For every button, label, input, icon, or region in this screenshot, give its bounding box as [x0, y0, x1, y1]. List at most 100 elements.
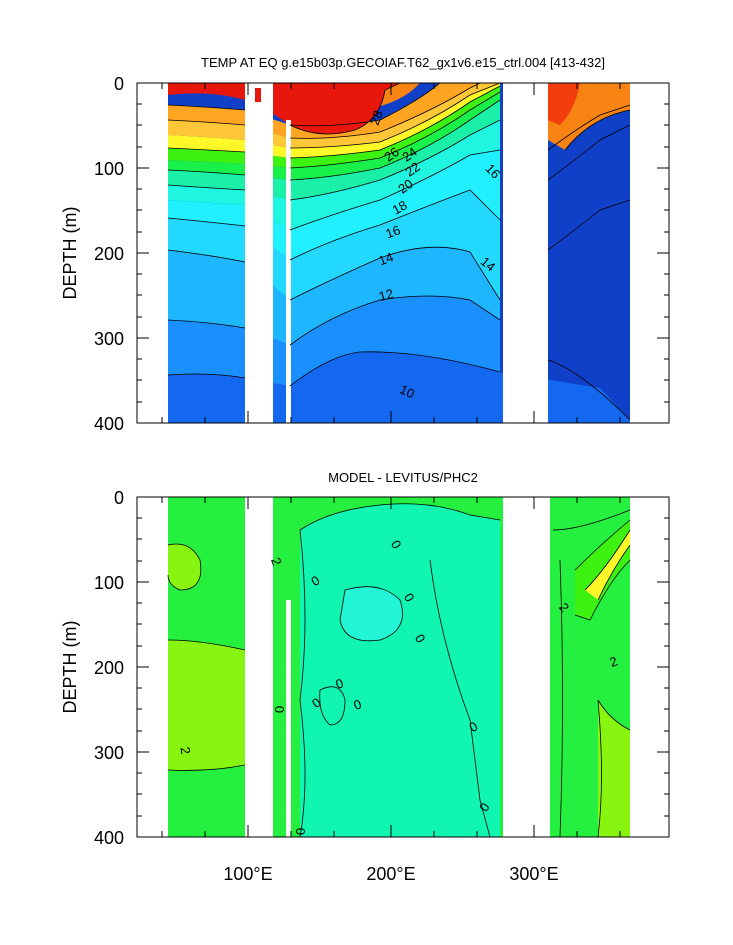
bottom-contour-line	[429, 559, 491, 837]
bottom-contour-line	[597, 544, 631, 601]
top-contour-line	[167, 147, 246, 153]
top-contour-line	[564, 109, 631, 151]
top-contour-line	[547, 359, 631, 421]
top-y-ticks	[137, 82, 669, 424]
bottom-x-tick-label: 200°E	[366, 864, 415, 884]
top-layer-cyan	[168, 190, 500, 300]
bottom-heatmap-fill	[137, 497, 669, 837]
bottom-contour-line	[167, 639, 246, 651]
top-contour-line	[289, 246, 501, 301]
bottom-layer-aqua	[300, 503, 500, 837]
top-y-tick-label: 100	[94, 159, 124, 179]
bottom-x-tick-label: 100°E	[223, 864, 272, 884]
bottom-contour-line	[167, 764, 246, 771]
top-contour-label: 28	[367, 108, 386, 127]
bottom-x-ticks	[161, 497, 621, 837]
top-land-mask-2	[286, 120, 291, 423]
bottom-y-tick-label: 300	[94, 743, 124, 763]
bottom-layer-lime-nw	[168, 544, 201, 590]
bottom-contour-line	[319, 686, 346, 726]
top-contour-label: 18	[390, 197, 410, 217]
top-layer-east-hot	[548, 83, 580, 125]
top-contour-line	[547, 124, 631, 181]
top-y-axis-label: DEPTH (m)	[60, 207, 80, 300]
top-contour-line	[167, 104, 246, 111]
top-contour-line	[167, 373, 246, 379]
top-contour-label: 14	[377, 249, 396, 268]
top-contour-label: 26	[381, 144, 401, 165]
top-y-tick-label: 0	[114, 74, 124, 94]
top-contour-label: 10	[398, 382, 417, 402]
top-contour-line	[167, 119, 246, 126]
top-contour-line	[167, 184, 246, 191]
bottom-layer-cyan-patch	[340, 586, 403, 641]
top-contour-line	[167, 319, 246, 329]
bottom-x-tick-label: 300°E	[509, 864, 558, 884]
top-panel-title: TEMP AT EQ g.e15b03p.GECOIAF.T62_gx1v6.e…	[201, 55, 605, 70]
top-contour-line	[289, 99, 501, 181]
top-y-tick-label: 400	[94, 414, 124, 434]
bottom-contour-label: 2	[608, 653, 620, 670]
bottom-contour-label: 0	[352, 696, 364, 713]
bottom-layer-lime-east	[598, 700, 630, 837]
top-contour-line	[289, 149, 501, 231]
top-layer-green	[168, 100, 500, 200]
bottom-contour-line	[339, 586, 403, 642]
bottom-contour-line	[597, 699, 602, 837]
bottom-contour-line	[559, 559, 563, 837]
bottom-y-tick-label: 200	[94, 658, 124, 678]
top-land-mask-1	[245, 83, 273, 423]
bottom-contour-line	[574, 559, 631, 621]
top-contour-line	[167, 169, 246, 176]
bottom-panel: MODEL - LEVITUS/PHC2	[60, 470, 670, 884]
bottom-contour-line	[167, 543, 202, 591]
top-contour-line	[547, 199, 631, 251]
bottom-contour-label: 0	[293, 828, 308, 835]
top-layer-bright-green	[168, 92, 500, 180]
top-layer-yellow	[168, 86, 500, 168]
top-contour-label: 22	[402, 159, 422, 180]
top-layer-aqua	[168, 150, 500, 260]
bottom-contour-label: 2	[177, 746, 193, 756]
top-contour-line	[167, 249, 246, 263]
top-contour-line	[289, 83, 441, 127]
bottom-contour-line	[574, 519, 631, 571]
top-contour-label: 12	[377, 286, 395, 304]
top-contour-label: 20	[395, 176, 415, 197]
top-contour-line	[547, 104, 631, 151]
bottom-x-tick-labels: 100°E 200°E 300°E	[223, 864, 558, 884]
bottom-land-mask-3	[503, 497, 550, 837]
bottom-land-mask-2	[286, 600, 291, 837]
top-contour-line	[289, 83, 501, 149]
top-contour-line	[289, 83, 481, 139]
top-y-tick-labels: 0 100 200 300 400	[94, 74, 124, 434]
bottom-contour-label: 0	[334, 675, 346, 692]
bottom-contour-line	[299, 529, 306, 837]
top-contour-line	[289, 295, 501, 346]
top-layer-red	[168, 83, 400, 134]
bottom-contour-line	[299, 503, 501, 531]
bottom-y-tick-label: 100	[94, 573, 124, 593]
bottom-contour-line	[552, 509, 631, 531]
bottom-panel-title: MODEL - LEVITUS/PHC2	[328, 470, 478, 485]
top-contour-lines	[167, 83, 631, 421]
top-y-tick-label: 300	[94, 329, 124, 349]
top-contour-line	[167, 217, 246, 227]
top-contour-label: 16	[384, 222, 403, 241]
bottom-y-tick-label: 400	[94, 828, 124, 848]
top-contour-line	[289, 91, 501, 169]
bottom-contour-label: 0	[272, 706, 287, 713]
bottom-contour-label: 2	[268, 556, 285, 568]
top-contour-label: 24	[399, 144, 419, 165]
bottom-layer-lime-west	[168, 640, 245, 771]
top-contour-line	[289, 85, 501, 159]
bottom-y-ticks	[137, 496, 669, 838]
top-layer-yellow-orange	[168, 83, 500, 158]
top-small-red-patch	[255, 88, 261, 102]
top-x-ticks	[161, 83, 621, 423]
top-land-mask-3	[503, 83, 548, 423]
bottom-y-axis-label: DEPTH (m)	[60, 621, 80, 714]
top-contour-line	[289, 83, 401, 135]
top-contour-line	[289, 119, 501, 201]
